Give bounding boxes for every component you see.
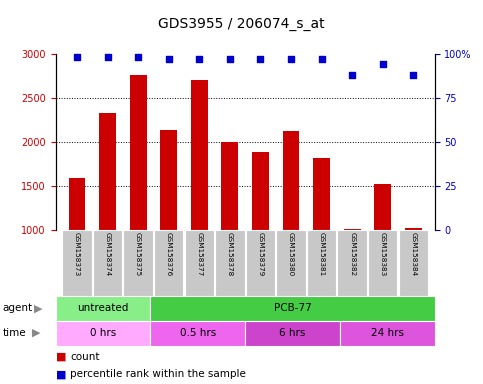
Point [104, 54, 112, 60]
Text: GSM158375: GSM158375 [135, 232, 141, 276]
Point [165, 56, 172, 62]
Bar [150, 296, 435, 321]
Bar [221, 142, 238, 230]
Bar [307, 230, 336, 296]
Text: GSM158382: GSM158382 [349, 232, 355, 276]
Bar [276, 230, 306, 296]
Text: PCB-77: PCB-77 [274, 303, 312, 313]
Bar [245, 321, 340, 346]
Bar [130, 75, 146, 230]
Text: ▶: ▶ [34, 303, 43, 313]
Bar [313, 158, 330, 230]
Bar [340, 321, 435, 346]
Bar [368, 230, 398, 296]
Bar [99, 113, 116, 230]
Text: percentile rank within the sample: percentile rank within the sample [70, 369, 246, 379]
Text: agent: agent [2, 303, 32, 313]
Point [318, 56, 326, 62]
Bar [160, 130, 177, 230]
Text: ■: ■ [56, 352, 66, 362]
Bar [246, 230, 275, 296]
Text: GSM158384: GSM158384 [410, 232, 416, 276]
Bar [252, 152, 269, 230]
Bar [338, 230, 367, 296]
Point [287, 56, 295, 62]
Text: GDS3955 / 206074_s_at: GDS3955 / 206074_s_at [158, 17, 325, 31]
Text: ▶: ▶ [32, 328, 41, 338]
Bar [150, 321, 245, 346]
Point [196, 56, 203, 62]
Bar [374, 184, 391, 230]
Text: GSM158379: GSM158379 [257, 232, 263, 276]
Text: 24 hrs: 24 hrs [371, 328, 404, 338]
Bar [185, 230, 214, 296]
Bar [283, 131, 299, 230]
Point [410, 72, 417, 78]
Text: ■: ■ [56, 369, 66, 379]
Text: GSM158377: GSM158377 [196, 232, 202, 276]
Point [379, 61, 386, 68]
Bar [56, 321, 150, 346]
Bar [93, 230, 122, 296]
Bar [398, 230, 428, 296]
Text: GSM158373: GSM158373 [74, 232, 80, 276]
Bar [56, 296, 150, 321]
Text: count: count [70, 352, 99, 362]
Bar [62, 230, 92, 296]
Point [73, 54, 81, 60]
Bar [69, 178, 85, 230]
Text: GSM158383: GSM158383 [380, 232, 386, 276]
Text: GSM158378: GSM158378 [227, 232, 233, 276]
Bar [405, 228, 422, 230]
Bar [215, 230, 244, 296]
Bar [344, 228, 360, 230]
Point [348, 72, 356, 78]
Text: time: time [2, 328, 26, 338]
Point [134, 54, 142, 60]
Point [256, 56, 264, 62]
Bar [154, 230, 184, 296]
Text: untreated: untreated [77, 303, 128, 313]
Bar [191, 80, 208, 230]
Bar [124, 230, 153, 296]
Point [226, 56, 234, 62]
Text: GSM158381: GSM158381 [319, 232, 325, 276]
Text: GSM158376: GSM158376 [166, 232, 171, 276]
Text: 0.5 hrs: 0.5 hrs [180, 328, 216, 338]
Text: GSM158380: GSM158380 [288, 232, 294, 276]
Text: GSM158374: GSM158374 [104, 232, 111, 276]
Text: 0 hrs: 0 hrs [90, 328, 116, 338]
Text: 6 hrs: 6 hrs [279, 328, 306, 338]
